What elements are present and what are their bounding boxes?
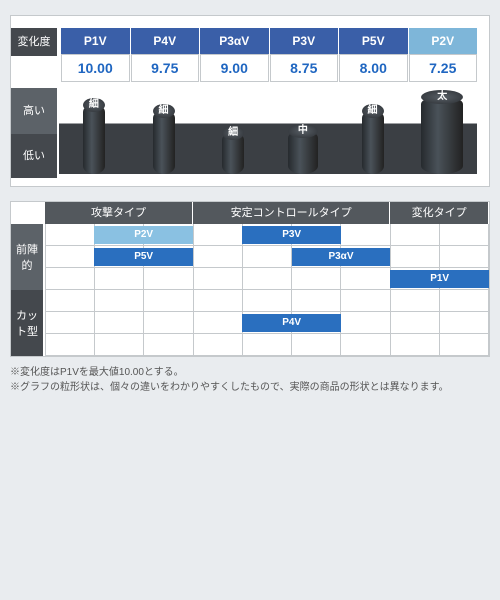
column-value: 9.75 [131, 54, 200, 82]
cylinder: 細 [222, 132, 244, 174]
row-label-front: 前陣的 [11, 224, 43, 290]
grid-cell [45, 334, 95, 356]
type-headers: 攻撃タイプ安定コントロールタイプ変化タイプ [45, 202, 489, 224]
type-header: 変化タイプ [390, 202, 489, 224]
grid-cell [243, 334, 292, 356]
grid-badge: P4V [242, 314, 341, 332]
grid-cell [341, 334, 390, 356]
column-value: 10.00 [61, 54, 130, 82]
grid-cell [292, 334, 341, 356]
grid-cell [341, 312, 390, 334]
grid-cell [391, 312, 440, 334]
grid-cell [440, 224, 489, 246]
grid-cell [144, 334, 193, 356]
cylinder-slot: 細 [129, 84, 199, 174]
cylinder-slot: 中 [268, 84, 338, 174]
type-header: 安定コントロールタイプ [193, 202, 390, 224]
grid-cell [292, 290, 341, 312]
grid-row [45, 334, 489, 356]
column-header: P3V [270, 28, 339, 54]
grid-cell [440, 290, 489, 312]
grid-cell [243, 246, 292, 268]
cylinder-slot: 太 [407, 84, 477, 174]
cylinder: 太 [421, 96, 463, 174]
cylinder-slot: 細 [198, 84, 268, 174]
cylinder-stage: 細細細中細太 [59, 84, 477, 174]
column-value: 8.00 [339, 54, 408, 82]
cylinder: 細 [83, 104, 105, 174]
grid-cell [194, 268, 243, 290]
footnote-2: ※グラフの粒形状は、個々の違いをわかりやすくしたもので、実際の商品の形状とは異な… [10, 380, 490, 395]
grid-cell [194, 334, 243, 356]
cylinder: 細 [153, 110, 175, 174]
cylinder-label: 細 [228, 123, 238, 138]
cylinder-label: 細 [89, 95, 99, 110]
column-value: 8.75 [270, 54, 339, 82]
grid-cell [144, 312, 193, 334]
grid-cell [45, 312, 95, 334]
grid-badge: P3V [242, 226, 341, 244]
grid-cell [391, 334, 440, 356]
grid-cell [95, 312, 144, 334]
grid-cell [341, 224, 390, 246]
column-header: P3αV [200, 28, 269, 54]
side-label-high: 高い [11, 88, 57, 134]
column-header: P2V [409, 28, 478, 54]
grid-cell [292, 268, 341, 290]
grid-cell [95, 334, 144, 356]
grid-cell [144, 268, 193, 290]
grid-row [45, 290, 489, 312]
grid-cell [440, 334, 489, 356]
type-grid-panel: 攻撃タイプ安定コントロールタイプ変化タイプ 前陣的 カット型 P2V P5V P3V… [10, 201, 490, 357]
grid-cell [45, 268, 95, 290]
column-value: 7.25 [409, 54, 478, 82]
cylinder-label: 太 [437, 87, 447, 102]
grid-badge: P5V [94, 248, 193, 266]
variation-chart-panel: 変化度 P1VP4VP3αVP3VP5VP2V 10.009.759.008.7… [10, 15, 490, 187]
grid-cell [440, 246, 489, 268]
grid-cell [391, 290, 440, 312]
cylinder-label: 中 [298, 121, 308, 136]
grid-cell [243, 268, 292, 290]
grid-cell [341, 268, 390, 290]
footnote-1: ※変化度はP1Vを最大値10.00とする。 [10, 365, 490, 380]
grid-badge: P3αV [292, 248, 391, 266]
footnotes: ※変化度はP1Vを最大値10.00とする。 ※グラフの粒形状は、個々の違いをわか… [10, 365, 490, 395]
cylinder-slot: 細 [59, 84, 129, 174]
cylinder-slot: 細 [338, 84, 408, 174]
column-header: P5V [339, 28, 408, 54]
column-headers: P1VP4VP3αVP3VP5VP2V [61, 28, 477, 54]
grid-cell [45, 224, 95, 246]
grid-badge: P1V [390, 270, 489, 288]
grid-cell [391, 224, 440, 246]
variation-chart: 変化度 P1VP4VP3αVP3VP5VP2V 10.009.759.008.7… [11, 16, 489, 186]
grid-cell [341, 290, 390, 312]
grid-cell [95, 268, 144, 290]
grid-cell [144, 290, 193, 312]
row-label-cut: カット型 [11, 290, 43, 356]
grid-cell [194, 290, 243, 312]
cylinder: 細 [362, 110, 384, 174]
grid-cell [243, 290, 292, 312]
column-header: P1V [61, 28, 130, 54]
type-header: 攻撃タイプ [45, 202, 193, 224]
grid-badge: P2V [94, 226, 193, 244]
side-label-change: 変化度 [11, 28, 57, 56]
grid-cell [391, 246, 440, 268]
cylinder: 中 [288, 130, 318, 174]
grid-cell [194, 224, 243, 246]
grid-cell [95, 290, 144, 312]
side-label-low: 低い [11, 134, 57, 178]
cylinder-label: 細 [368, 101, 378, 116]
cylinder-label: 細 [159, 101, 169, 116]
value-row: 10.009.759.008.758.007.25 [61, 54, 477, 82]
grid-cell [194, 312, 243, 334]
grid-cell [45, 290, 95, 312]
grid-cell [194, 246, 243, 268]
grid-body: P2V P5V P3V P3αV P1V P4V [45, 224, 489, 356]
grid-cell [45, 246, 95, 268]
column-header: P4V [131, 28, 200, 54]
grid-cell [440, 312, 489, 334]
column-value: 9.00 [200, 54, 269, 82]
